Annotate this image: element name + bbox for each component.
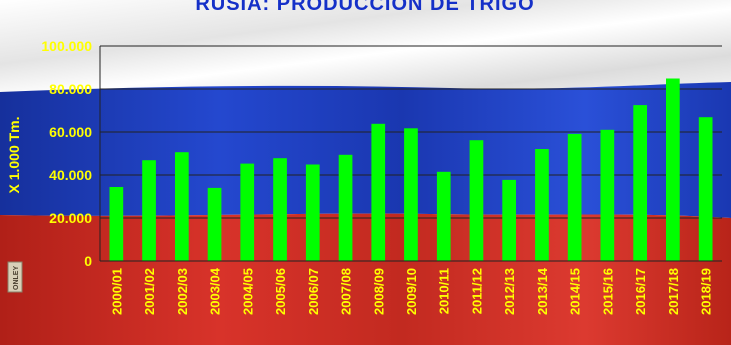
x-tick-label: 2008/09 xyxy=(371,268,386,315)
x-tick-label: 2013/14 xyxy=(535,267,550,315)
x-tick-label: 2018/19 xyxy=(699,268,714,315)
bar-2003-04 xyxy=(207,187,222,261)
y-tick-label: 40.000 xyxy=(49,167,92,183)
x-tick-label: 2016/17 xyxy=(633,268,648,315)
y-axis-label: X 1.000 Tm. xyxy=(6,116,22,193)
bar-2018-19 xyxy=(698,117,713,261)
y-tick-label: 100.000 xyxy=(41,38,92,54)
y-tick-label: 0 xyxy=(84,253,92,269)
axes xyxy=(99,46,722,262)
logo-text: ONLEY xyxy=(13,266,20,290)
x-tick-label: 2001/02 xyxy=(142,268,157,315)
x-tick-label: 2011/12 xyxy=(470,268,485,314)
bar-2006-07 xyxy=(305,164,320,261)
bar-2002-03 xyxy=(175,152,189,261)
bar-2008-09 xyxy=(371,123,386,261)
bar-2005-06 xyxy=(273,158,287,261)
bar-2013-14 xyxy=(535,149,549,261)
x-tick-label: 2009/10 xyxy=(404,268,419,315)
x-tick-label: 2010/11 xyxy=(437,268,452,314)
bar-2007-08 xyxy=(338,154,353,261)
bar-2004-05 xyxy=(240,163,255,261)
chart-title: RUSIA: PRODUCCION DE TRIGO xyxy=(195,0,534,15)
bar-2009-10 xyxy=(404,128,418,261)
x-tick-label: 2014/15 xyxy=(568,268,583,315)
x-tick-label: 2007/08 xyxy=(339,268,354,315)
bar-2015-16 xyxy=(600,129,615,261)
x-tick-label: 2012/13 xyxy=(502,268,517,315)
bar-2010-11 xyxy=(436,171,451,261)
x-tick-label: 2000/01 xyxy=(109,268,124,315)
bar-2000-01 xyxy=(109,187,124,261)
onley-logo: ONLEY xyxy=(7,261,23,293)
x-tick-label: 2004/05 xyxy=(240,268,255,315)
y-tick-label: 60.000 xyxy=(49,124,92,140)
x-tick-label: 2015/16 xyxy=(600,268,615,315)
bar-2001-02 xyxy=(142,160,156,261)
bar-2012-13 xyxy=(502,179,516,261)
bars xyxy=(109,78,713,261)
x-tick-labels: 2000/01 2001/02 2002/03 2003/04 2004/05 2005/… xyxy=(109,267,713,315)
y-tick-label: 20.000 xyxy=(49,210,92,226)
x-tick-label: 2002/03 xyxy=(175,268,190,315)
bar-2014-15 xyxy=(567,133,582,261)
x-tick-label: 2006/07 xyxy=(306,268,321,315)
bar-2011-12 xyxy=(469,140,484,261)
bar-2017-18 xyxy=(666,78,680,261)
x-tick-label: 2003/04 xyxy=(208,267,223,315)
x-tick-label: 2017/18 xyxy=(666,268,681,315)
y-tick-labels: 0 20.000 40.000 60.000 80.000 100.000 xyxy=(41,38,92,269)
x-tick-label: 2005/06 xyxy=(273,268,288,315)
y-tick-label: 80.000 xyxy=(49,81,92,97)
bar-2016-17 xyxy=(633,105,647,261)
